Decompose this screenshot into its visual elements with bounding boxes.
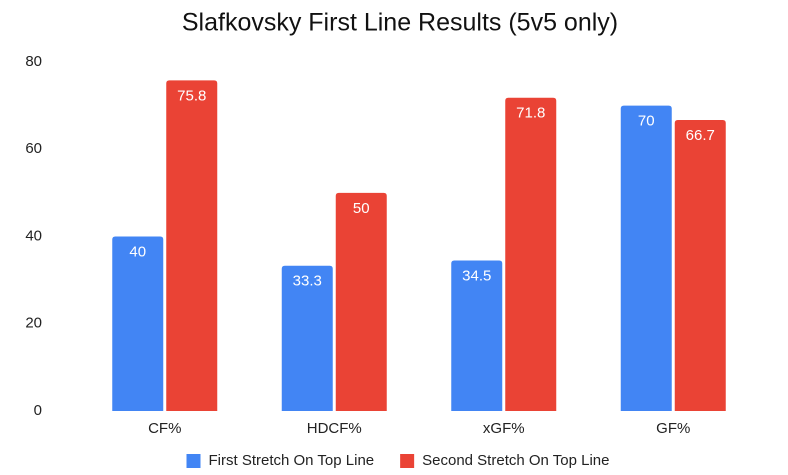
value-label: 40 — [129, 243, 146, 260]
y-tick-label: 40 — [25, 227, 42, 244]
bar — [451, 260, 503, 411]
bar — [335, 192, 387, 411]
y-tick-label: 20 — [25, 315, 42, 332]
bar — [166, 80, 218, 411]
bar — [674, 120, 726, 412]
bar — [505, 97, 557, 412]
bar — [112, 236, 164, 411]
x-tick-label: HDCF% — [307, 420, 362, 437]
value-label: 34.5 — [462, 267, 491, 284]
x-tick-label: CF% — [148, 420, 181, 437]
bar — [281, 265, 333, 411]
legend-swatch — [400, 454, 415, 468]
value-label: 75.8 — [177, 87, 206, 104]
value-label: 50 — [353, 200, 370, 217]
legend-swatch — [186, 454, 201, 468]
legend-label: Second Stretch On Top Line — [422, 452, 609, 469]
chart-title: Slafkovsky First Line Results (5v5 only) — [182, 9, 618, 37]
value-label: 66.7 — [686, 127, 715, 144]
x-tick-label: xGF% — [483, 420, 525, 437]
value-label: 33.3 — [293, 273, 322, 290]
value-label: 70 — [638, 113, 655, 130]
legend-label: First Stretch On Top Line — [209, 452, 375, 469]
y-tick-label: 0 — [34, 402, 42, 419]
x-tick-label: GF% — [656, 420, 690, 437]
bar — [620, 105, 672, 411]
value-label: 71.8 — [516, 105, 545, 122]
y-tick-label: 60 — [25, 140, 42, 157]
y-tick-label: 80 — [25, 53, 42, 70]
